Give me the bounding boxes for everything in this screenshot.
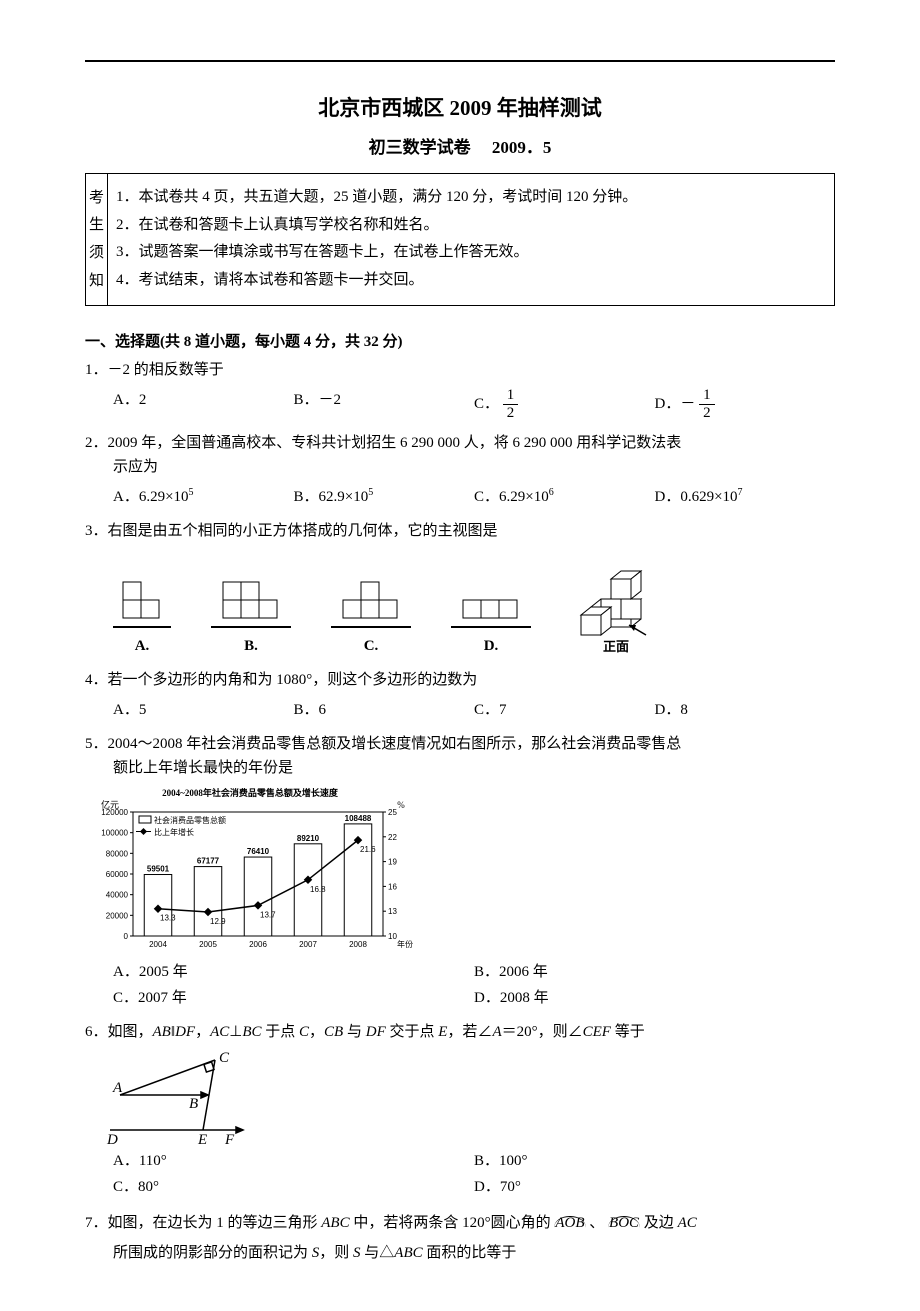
- exam-title: 北京市西城区 2009 年抽样测试: [85, 92, 835, 126]
- svg-text:80000: 80000: [106, 849, 129, 858]
- q4-optA: A．5: [113, 698, 294, 722]
- q7-line1: 7．如图，在边长为 1 的等边三角形 ABC 中，若将两条含 120°圆心角的 …: [85, 1211, 835, 1235]
- svg-text:59501: 59501: [147, 864, 170, 873]
- svg-text:21.6: 21.6: [360, 845, 376, 854]
- svg-text:2007: 2007: [299, 940, 317, 949]
- q2-optB: B．62.9×105: [294, 485, 475, 509]
- svg-text:2006: 2006: [249, 940, 267, 949]
- q6-stem: 6．如图，AB‖DF，AC⊥BC 于点 C，CB 与 DF 交于点 E，若∠A＝…: [85, 1020, 835, 1044]
- svg-text:C: C: [219, 1050, 230, 1066]
- arc-icon: AOB: [554, 1216, 585, 1231]
- svg-text:16.8: 16.8: [310, 884, 326, 893]
- q2-options: A．6.29×105 B．62.9×105 C．6.29×106 D．0.629…: [113, 485, 835, 509]
- svg-text:E: E: [197, 1132, 207, 1145]
- svg-text:13.3: 13.3: [160, 913, 176, 922]
- q2-optC: C．6.29×106: [474, 485, 655, 509]
- notice-item: 2．在试卷和答题卡上认真填写学校名称和姓名。: [116, 212, 826, 240]
- notice-item: 1．本试卷共 4 页，共五道大题，25 道小题，满分 120 分，考试时间 12…: [116, 184, 826, 212]
- subtitle-right: 2009．5: [492, 138, 552, 157]
- q6-options: A．110° B．100° C．80° D．70°: [113, 1149, 835, 1201]
- q5-optA: A．2005 年: [113, 960, 474, 984]
- svg-text:2005: 2005: [199, 940, 217, 949]
- svg-text:A: A: [112, 1080, 123, 1096]
- q6-optC: C．80°: [113, 1175, 474, 1199]
- svg-text:120000: 120000: [101, 808, 128, 817]
- notice-left-label: 考 生 须 知: [86, 174, 108, 305]
- svg-text:89210: 89210: [297, 833, 320, 842]
- svg-text:100000: 100000: [101, 828, 128, 837]
- q6-optD: D．70°: [474, 1175, 835, 1199]
- q7-line2: 所围成的阴影部分的面积记为 S，则 S 与△ABC 面积的比等于: [113, 1241, 835, 1265]
- svg-text:%: %: [397, 800, 405, 810]
- svg-text:0: 0: [124, 932, 129, 941]
- q4-options: A．5 B．6 C．7 D．8: [113, 698, 835, 722]
- q2-stem: 2．2009 年，全国普通高校本、专科共计划招生 6 290 000 人，将 6…: [85, 431, 835, 479]
- q4-optB: B．6: [294, 698, 475, 722]
- q3-figures: A. B. C. D.: [113, 557, 835, 658]
- svg-text:2008: 2008: [349, 940, 367, 949]
- notice-item: 4．考试结束，请将本试卷和答题卡一并交回。: [116, 267, 826, 295]
- q2-optD: D．0.629×107: [655, 485, 836, 509]
- front-label: 正面: [571, 637, 661, 658]
- q1-optB: B．－2: [294, 388, 475, 421]
- top-rule: [85, 60, 835, 62]
- q4-optD: D．8: [655, 698, 836, 722]
- notice-box: 考 生 须 知 1．本试卷共 4 页，共五道大题，25 道小题，满分 120 分…: [85, 173, 835, 306]
- q2-optA: A．6.29×105: [113, 485, 294, 509]
- svg-text:13: 13: [388, 907, 397, 916]
- svg-text:13.7: 13.7: [260, 910, 276, 919]
- notice-content: 1．本试卷共 4 页，共五道大题，25 道小题，满分 120 分，考试时间 12…: [108, 174, 834, 305]
- svg-text:2004: 2004: [149, 940, 167, 949]
- q1-options: A．2 B．－2 C． 12 D．－ 12: [113, 388, 835, 421]
- svg-text:25: 25: [388, 808, 397, 817]
- q3-isometric: 正面: [571, 557, 661, 658]
- q1-optD: D．－ 12: [655, 388, 836, 421]
- q6-optB: B．100°: [474, 1149, 835, 1173]
- svg-text:B: B: [189, 1096, 198, 1112]
- svg-text:F: F: [224, 1132, 235, 1145]
- svg-text:40000: 40000: [106, 890, 129, 899]
- q6-optA: A．110°: [113, 1149, 474, 1173]
- svg-text:年份: 年份: [397, 939, 413, 949]
- q1-stem: 1．－2 的相反数等于: [85, 358, 835, 382]
- svg-text:社会消费品零售总额: 社会消费品零售总额: [154, 815, 226, 825]
- notice-item: 3．试题答案一律填涂或书写在答题卡上，在试卷上作答无效。: [116, 239, 826, 267]
- arc-icon: BOC: [608, 1216, 640, 1231]
- q5-optC: C．2007 年: [113, 986, 474, 1010]
- svg-text:D: D: [106, 1132, 118, 1145]
- q5-optB: B．2006 年: [474, 960, 835, 984]
- fraction: 12: [503, 388, 519, 421]
- subtitle-left: 初三数学试卷: [369, 138, 471, 157]
- svg-text:20000: 20000: [106, 911, 129, 920]
- svg-text:76410: 76410: [247, 847, 270, 856]
- svg-text:19: 19: [388, 857, 397, 866]
- q5-stem: 5．2004～2008 年社会消费品零售总额及增长速度情况如右图所示，那么社会消…: [85, 732, 835, 780]
- svg-text:108488: 108488: [345, 813, 372, 822]
- q3-figC: C.: [331, 574, 411, 658]
- svg-text:60000: 60000: [106, 870, 129, 879]
- q1-optA: A．2: [113, 388, 294, 421]
- q1-optC: C． 12: [474, 388, 655, 421]
- q3-figD: D.: [451, 574, 531, 658]
- q3-figA: A.: [113, 574, 171, 658]
- svg-text:比上年增长: 比上年增长: [154, 827, 194, 837]
- q5-optD: D．2008 年: [474, 986, 835, 1010]
- q3-stem: 3．右图是由五个相同的小正方体搭成的几何体，它的主视图是: [85, 519, 835, 543]
- fraction: 12: [699, 388, 715, 421]
- svg-text:12.9: 12.9: [210, 917, 226, 926]
- section-1-title: 一、选择题(共 8 道小题，每小题 4 分，共 32 分): [85, 330, 835, 354]
- q4-stem: 4．若一个多边形的内角和为 1080°，则这个多边形的边数为: [85, 668, 835, 692]
- q6-figure: A B C D E F: [85, 1050, 835, 1145]
- svg-text:67177: 67177: [197, 856, 220, 865]
- svg-text:16: 16: [388, 882, 397, 891]
- q5-options: A．2005 年 B．2006 年 C．2007 年 D．2008 年: [113, 960, 835, 1012]
- svg-text:2004~2008年社会消费品零售总额及增长速度: 2004~2008年社会消费品零售总额及增长速度: [162, 787, 339, 798]
- q3-figB: B.: [211, 574, 291, 658]
- q4-optC: C．7: [474, 698, 655, 722]
- svg-text:22: 22: [388, 832, 397, 841]
- q5-chart: 2004~2008年社会消费品零售总额及增长速度亿元%0200004000060…: [85, 786, 835, 956]
- exam-subtitle: 初三数学试卷 2009．5: [85, 134, 835, 161]
